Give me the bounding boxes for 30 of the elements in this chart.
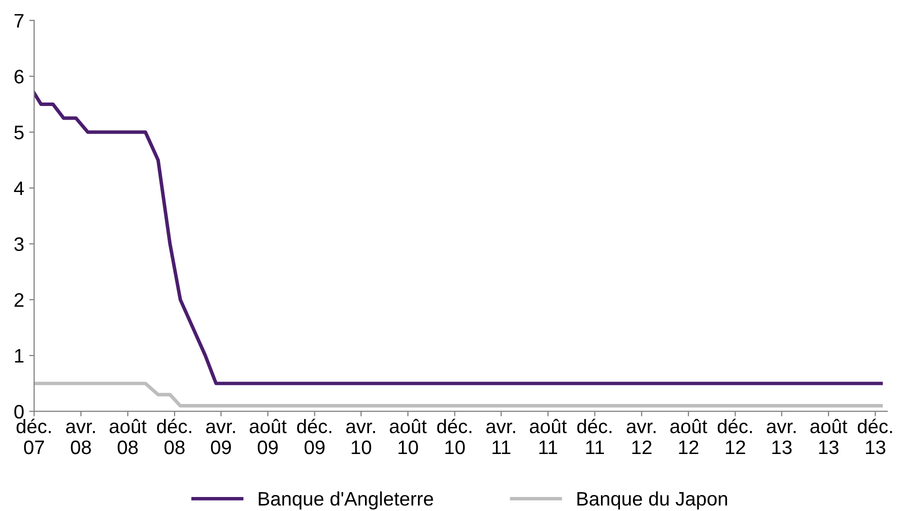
x-tick-label: avr. 13: [766, 422, 796, 454]
x-tick-label: août 08: [110, 418, 147, 454]
x-tick-label: déc. 13: [858, 418, 892, 454]
x-tick-label: avr. 12: [626, 422, 656, 454]
y-tick-label: 6: [14, 70, 24, 84]
x-tick-label: avr. 10: [346, 422, 375, 454]
x-tick-label: août 13: [810, 418, 848, 454]
y-tick-label: 0: [14, 404, 24, 419]
y-tick-label: 4: [14, 182, 24, 196]
x-tick-label: déc. 08: [157, 418, 192, 454]
x-tick-label: août 11: [530, 418, 567, 454]
y-tick-label: 5: [14, 126, 24, 140]
x-tick-label: déc. 12: [718, 418, 752, 454]
x-tick-label: déc. 09: [297, 418, 332, 454]
legend-label: Banque du Japon: [577, 491, 728, 510]
y-tick-label: 3: [14, 237, 24, 252]
y-tick-label: 7: [14, 14, 24, 28]
y-tick-label: 1: [15, 349, 24, 363]
x-tick-label: avr. 08: [66, 422, 95, 454]
x-tick-label: août 10: [390, 418, 427, 454]
x-tick-label: déc. 10: [437, 418, 472, 454]
x-tick-label: avr. 09: [206, 422, 235, 454]
x-tick-label: août 09: [250, 418, 287, 454]
y-tick-label: 2: [14, 293, 24, 307]
x-tick-label: août 12: [670, 418, 708, 454]
x-tick-label: avr. 11: [486, 422, 516, 454]
line-series: [34, 91, 883, 386]
x-tick-label: déc. 11: [577, 418, 612, 454]
x-tick-label: déc. 07: [16, 418, 51, 454]
legend-label: Banque d'Angleterre: [258, 491, 434, 510]
